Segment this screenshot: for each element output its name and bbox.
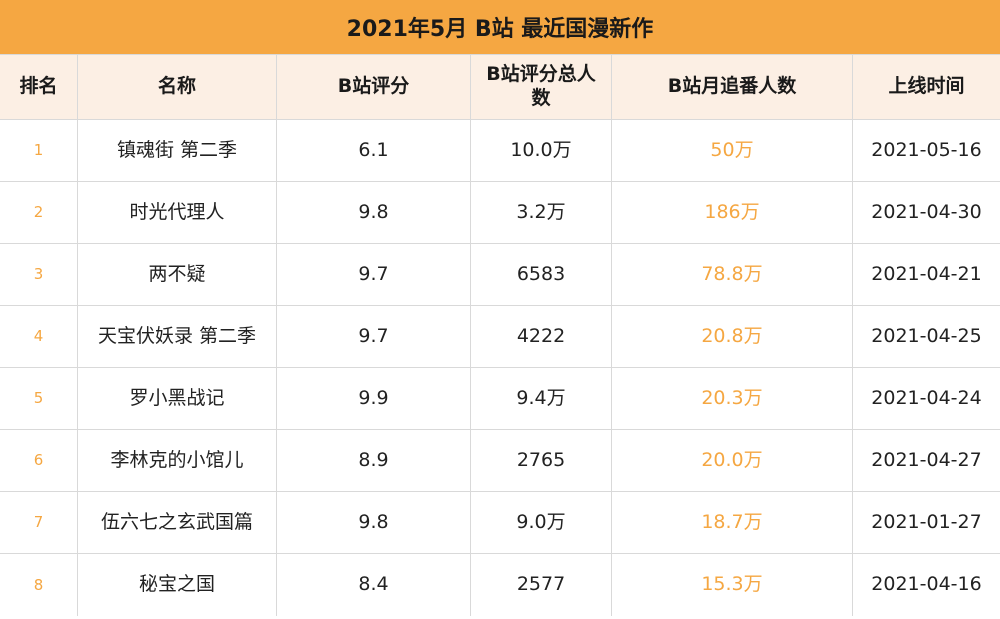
cell-name: 镇魂街 第二季 xyxy=(78,120,277,181)
cell-name: 李林克的小馆儿 xyxy=(78,430,277,491)
cell-score: 9.9 xyxy=(277,368,471,429)
cell-raters: 9.0万 xyxy=(471,492,612,553)
cell-release: 2021-04-27 xyxy=(871,448,982,471)
table-row: 4 天宝伏妖录 第二季 9.7 4222 20.8万 2021-04-25 xyxy=(0,306,1000,368)
header-name: 名称 xyxy=(78,55,277,119)
table-row: 1 镇魂街 第二季 6.1 10.0万 50万 2021-05-16 xyxy=(0,120,1000,182)
cell-monthly-followers: 78.8万 xyxy=(612,244,853,305)
cell-name: 两不疑 xyxy=(78,244,277,305)
cell-score: 9.7 xyxy=(277,244,471,305)
cell-raters: 2765 xyxy=(471,430,612,491)
cell-rank: 7 xyxy=(0,492,78,553)
cell-raters: 4222 xyxy=(471,306,612,367)
table-row: 3 两不疑 9.7 6583 78.8万 2021-04-21 xyxy=(0,244,1000,306)
cell-rank: 6 xyxy=(0,430,78,491)
table-row: 2 时光代理人 9.8 3.2万 186万 2021-04-30 xyxy=(0,182,1000,244)
cell-raters: 9.4万 xyxy=(471,368,612,429)
cell-score: 9.8 xyxy=(277,182,471,243)
cell-score: 9.7 xyxy=(277,306,471,367)
cell-raters: 2577 xyxy=(471,554,612,616)
cell-monthly-followers: 20.0万 xyxy=(612,430,853,491)
cell-name: 罗小黑战记 xyxy=(78,368,277,429)
cell-score: 8.9 xyxy=(277,430,471,491)
cell-rank: 3 xyxy=(0,244,78,305)
cell-rank: 8 xyxy=(0,554,78,616)
header-score: B站评分 xyxy=(277,55,471,119)
cell-name: 天宝伏妖录 第二季 xyxy=(78,306,277,367)
cell-release: 2021-01-27 xyxy=(871,510,982,533)
cell-release: 2021-04-30 xyxy=(871,200,982,223)
cell-release: 2021-05-16 xyxy=(871,138,982,161)
cell-name: 秘宝之国 xyxy=(78,554,277,616)
table-title: 2021年5月 B站 最近国漫新作 xyxy=(0,0,1000,55)
cell-release: 2021-04-24 xyxy=(871,386,982,409)
table-header-row: 排名 名称 B站评分 B站评分总人数 B站月追番人数 上线时间 xyxy=(0,55,1000,120)
cell-raters: 10.0万 xyxy=(471,120,612,181)
cell-monthly-followers: 15.3万 xyxy=(612,554,853,616)
cell-monthly-followers: 186万 xyxy=(612,182,853,243)
header-raters: B站评分总人数 xyxy=(471,55,612,119)
table-body: 1 镇魂街 第二季 6.1 10.0万 50万 2021-05-16 2 时光代理人 9.8 3.… xyxy=(0,120,1000,616)
cell-rank: 5 xyxy=(0,368,78,429)
cell-release: 2021-04-25 xyxy=(871,324,982,347)
cell-name: 时光代理人 xyxy=(78,182,277,243)
cell-score: 6.1 xyxy=(277,120,471,181)
table-row: 8 秘宝之国 8.4 2577 15.3万 2021-04-16 xyxy=(0,554,1000,616)
cell-score: 8.4 xyxy=(277,554,471,616)
cell-monthly-followers: 20.3万 xyxy=(612,368,853,429)
cell-rank: 1 xyxy=(0,120,78,181)
cell-raters: 3.2万 xyxy=(471,182,612,243)
header-monthly-followers: B站月追番人数 xyxy=(612,55,853,119)
cell-release: 2021-04-16 xyxy=(871,573,982,596)
table-row: 7 伍六七之玄武国篇 9.8 9.0万 18.7万 2021-01-27 xyxy=(0,492,1000,554)
header-release: 上线时间 xyxy=(888,75,965,98)
cell-rank: 4 xyxy=(0,306,78,367)
cell-name: 伍六七之玄武国篇 xyxy=(78,492,277,553)
cell-rank: 2 xyxy=(0,182,78,243)
header-raters-label: B站评分总人数 xyxy=(486,63,596,109)
cell-raters: 6583 xyxy=(471,244,612,305)
cell-monthly-followers: 20.8万 xyxy=(612,306,853,367)
cell-release: 2021-04-21 xyxy=(871,262,982,285)
cell-monthly-followers: 50万 xyxy=(612,120,853,181)
header-rank: 排名 xyxy=(0,55,78,119)
table-row: 6 李林克的小馆儿 8.9 2765 20.0万 2021-04-27 xyxy=(0,430,1000,492)
cell-monthly-followers: 18.7万 xyxy=(612,492,853,553)
cell-score: 9.8 xyxy=(277,492,471,553)
table-row: 5 罗小黑战记 9.9 9.4万 20.3万 2021-04-24 xyxy=(0,368,1000,430)
